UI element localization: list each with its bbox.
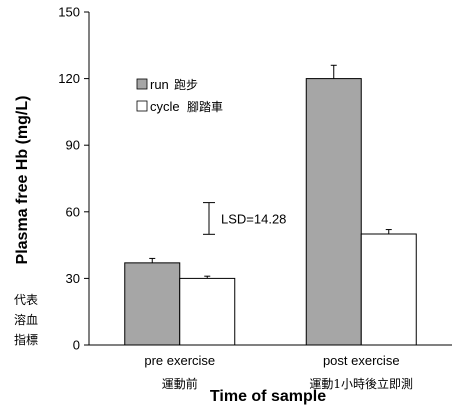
bar-cycle-0 xyxy=(179,277,236,346)
bar-run-0 xyxy=(124,262,181,346)
lsd-label: LSD=14.28 xyxy=(221,211,286,226)
lsd-annotation: LSD=14.28 xyxy=(203,202,286,235)
y-axis-ticks: 0 30 60 90 120 150 xyxy=(58,5,89,353)
y-axis-note-line-3: 指標 xyxy=(14,332,38,347)
legend-note-run: 跑步 xyxy=(174,78,198,92)
x-axis-title: Time of sample xyxy=(210,388,326,405)
category-label-1: post exercise xyxy=(323,353,400,368)
bar-run-1 xyxy=(305,78,362,346)
category-note-1: 運動1小時後立即測 xyxy=(309,376,413,391)
category-note-0: 運動前 xyxy=(162,376,198,391)
y-tick-label: 0 xyxy=(73,338,80,353)
y-tick-label: 60 xyxy=(66,204,80,219)
legend-label-cycle: cycle xyxy=(150,99,180,114)
y-tick-label: 120 xyxy=(58,71,80,86)
legend-swatch-cycle xyxy=(136,100,148,112)
category-labels: pre exercise 運動前 post exercise 運動1小時後立即測 xyxy=(144,353,413,391)
y-axis-note-line-1: 代表 xyxy=(14,293,38,307)
y-axis-title: Plasma free Hb (mg/L) xyxy=(14,96,31,265)
y-tick-label: 150 xyxy=(58,5,80,20)
bar-cycle-1 xyxy=(360,233,417,346)
legend-note-cycle: 腳踏車 xyxy=(187,100,223,114)
legend: run 跑步 cycle 腳踏車 xyxy=(136,77,223,114)
y-axis-note-line-2: 溶血 xyxy=(14,312,38,327)
legend-swatch-run xyxy=(136,78,148,90)
category-label-0: pre exercise xyxy=(144,353,215,368)
y-tick-label: 30 xyxy=(66,271,80,286)
legend-label-run: run xyxy=(150,77,169,92)
y-tick-label: 90 xyxy=(66,138,80,153)
